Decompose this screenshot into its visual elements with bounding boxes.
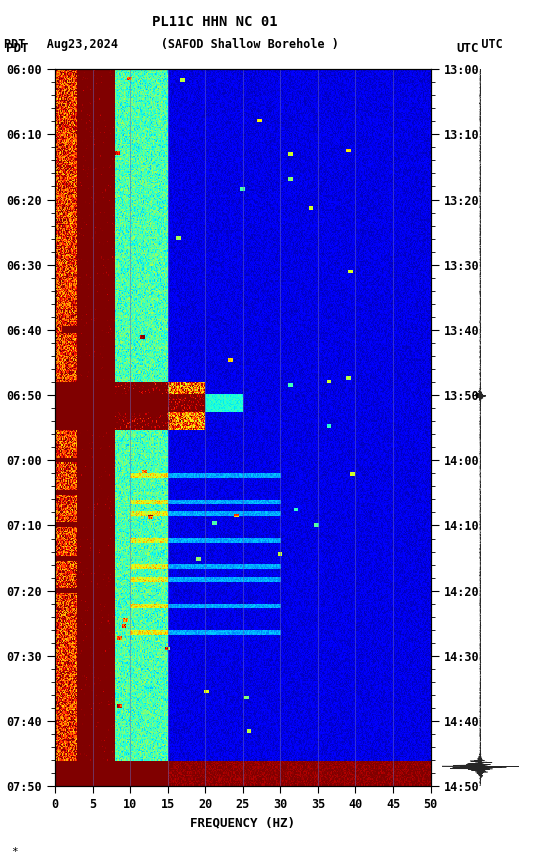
Text: PDT   Aug23,2024      (SAFOD Shallow Borehole )                    UTC: PDT Aug23,2024 (SAFOD Shallow Borehole )… [4, 38, 503, 51]
Text: *: * [11, 848, 18, 857]
Text: UTC: UTC [457, 41, 479, 54]
Text: PL11C HHN NC 01: PL11C HHN NC 01 [152, 16, 278, 29]
Text: PDT: PDT [7, 41, 29, 54]
X-axis label: FREQUENCY (HZ): FREQUENCY (HZ) [190, 816, 295, 829]
